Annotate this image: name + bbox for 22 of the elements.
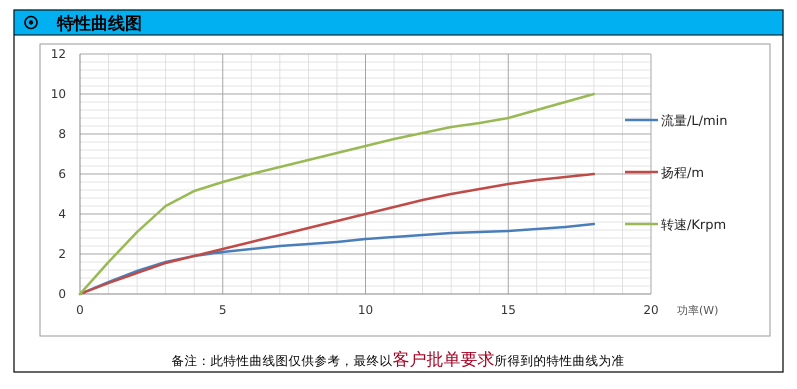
x-tick-label: 0 — [76, 303, 84, 317]
x-axis-title: 功率(W) — [677, 304, 718, 317]
x-tick-label: 5 — [218, 303, 227, 317]
x-tick-label: 15 — [500, 303, 516, 317]
y-tick-label: 4 — [58, 207, 66, 221]
legend-label: 转速/Krpm — [661, 218, 726, 233]
text: 所得到的特性曲线为准 — [494, 353, 624, 368]
y-tick-label: 6 — [58, 167, 66, 181]
y-tick-label: 12 — [50, 47, 66, 61]
y-tick-label: 10 — [50, 87, 66, 101]
y-tick-label: 0 — [58, 287, 66, 301]
x-tick-label: 20 — [643, 303, 659, 317]
line-series — [78, 172, 596, 296]
legend-label: 扬程/m — [661, 166, 704, 181]
y-tick-label: 2 — [58, 247, 66, 261]
text: 客户批单要求 — [392, 350, 494, 370]
x-tick-label: 10 — [358, 303, 374, 317]
line-series — [78, 92, 596, 296]
legend-label: 流量/L/min — [661, 113, 728, 129]
text: 备注：此特性曲线图仅供参考，最终以 — [172, 353, 392, 368]
chart-title: 特性曲线图 — [56, 14, 142, 34]
y-tick-label: 8 — [58, 127, 66, 141]
